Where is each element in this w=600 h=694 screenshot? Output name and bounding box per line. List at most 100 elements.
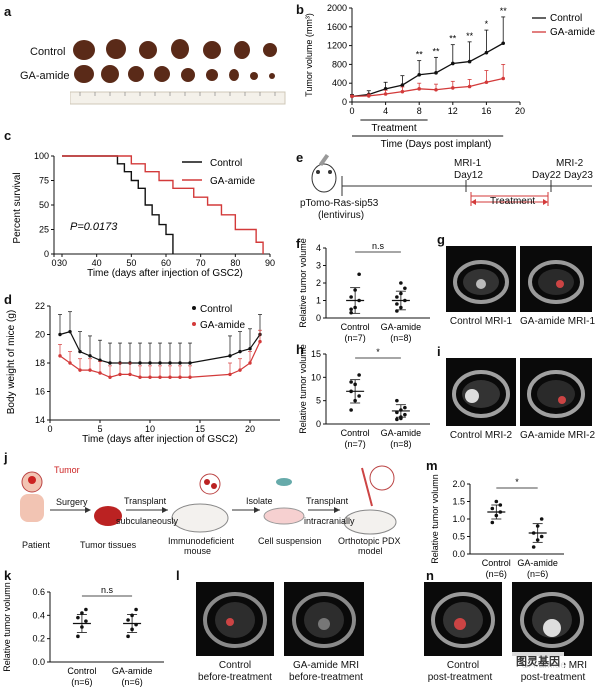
pdx-workflow-diagram — [20, 465, 397, 535]
y-axis-title: Relative tumor volumn — [2, 582, 12, 672]
caption-n-ga-2: post-treatment — [520, 672, 586, 683]
data-point — [238, 368, 242, 372]
legend-label: GA-amide — [200, 320, 245, 331]
timeline-diagram — [311, 153, 592, 206]
row-label-ga-amide: GA-amide — [20, 70, 70, 82]
panel-label-d: d — [4, 292, 12, 307]
data-point — [467, 84, 472, 89]
virus-label-2: (lentivirus) — [318, 210, 365, 221]
patient-icon — [20, 471, 44, 522]
data-point — [258, 339, 262, 344]
data-point — [531, 545, 536, 549]
data-point — [188, 361, 192, 365]
data-point — [80, 611, 84, 615]
data-point — [417, 87, 421, 91]
mri-image-control-1 — [446, 246, 516, 312]
y-tick-label: 0 — [316, 313, 321, 323]
y-tick-label: 1200 — [327, 41, 347, 51]
category-n: (n=8) — [390, 439, 411, 449]
y-axis-title: Percent survival — [12, 172, 23, 243]
panel-label-m: m — [426, 458, 438, 473]
survival-curve-control — [62, 155, 174, 254]
y-tick-label: 2.0 — [452, 479, 465, 489]
y-tick-label: 3 — [316, 261, 321, 271]
caption-l-control-2: before-treatment — [198, 672, 272, 683]
legend-marker — [192, 322, 196, 326]
transplant-label-2: Transplant — [306, 496, 349, 506]
data-point — [349, 380, 353, 384]
data-point — [395, 417, 399, 422]
data-point — [400, 83, 405, 87]
data-point — [490, 506, 495, 511]
data-point — [68, 361, 72, 365]
surgery-label: Surgery — [56, 497, 88, 507]
category-n: (n=7) — [344, 333, 365, 343]
category-label: Control — [341, 428, 370, 438]
data-point — [434, 71, 438, 75]
caption-n-control-1: Control — [446, 660, 480, 671]
patient-label: Patient — [22, 540, 51, 550]
data-point — [158, 361, 162, 365]
x-tick-label: 80 — [230, 258, 240, 268]
data-point — [138, 375, 142, 379]
data-point — [248, 347, 252, 351]
row-label-control: Control — [30, 46, 66, 58]
x-tick-label: 20 — [245, 424, 255, 434]
series-line-control — [351, 42, 504, 98]
y-tick-label: 10 — [311, 372, 321, 382]
y-axis-title: Relative tumor volume — [298, 238, 308, 328]
x-tick-label: 20 — [515, 106, 525, 116]
x-tick-label: 0 — [51, 258, 56, 268]
data-point — [539, 534, 544, 539]
y-tick-label: 50 — [39, 200, 49, 210]
y-axis-title: Relative tumor volumn — [430, 474, 440, 564]
mri2-label: MRI-2 — [556, 158, 584, 169]
significance-label: n.s — [372, 241, 385, 251]
significance-label: * — [515, 477, 519, 487]
data-point — [76, 634, 80, 639]
tumor-tissue-icon — [94, 506, 122, 526]
data-point — [98, 358, 102, 362]
scatter-m: 0.00.51.01.52.0 *Control(n=6)GA-amide(n=6… — [430, 474, 564, 579]
y-tick-label: 22 — [35, 301, 45, 311]
data-point — [400, 89, 405, 94]
significance-mark: * — [485, 19, 489, 29]
significance-mark: ** — [500, 6, 508, 16]
treatment-label: Treatment — [371, 123, 416, 134]
data-point — [88, 354, 92, 358]
y-tick-label: 75 — [39, 176, 49, 186]
category-label: GA-amide — [381, 322, 422, 332]
y-tick-label: 0.0 — [32, 657, 45, 667]
significance-mark: ** — [432, 46, 440, 56]
data-point — [238, 349, 242, 354]
category-label: Control — [341, 322, 370, 332]
data-point — [467, 59, 472, 64]
y-tick-label: 4 — [316, 243, 321, 253]
y-tick-label: 400 — [332, 78, 347, 88]
data-point — [490, 520, 495, 525]
p-value: P=0.0173 — [70, 221, 118, 233]
category-label: GA-amide — [112, 666, 153, 676]
transplant-label-1: Transplant — [124, 496, 167, 506]
caption-l-control-1: Control — [218, 660, 252, 671]
y-tick-label: 18 — [35, 358, 45, 368]
panel-label-j: j — [4, 450, 8, 465]
data-point — [168, 375, 172, 379]
day23-label: Day23 — [564, 170, 593, 181]
x-axis-title: Time (days after injection of GSC2) — [82, 434, 238, 445]
y-tick-label: 14 — [35, 415, 45, 425]
mri-image-n-ga — [512, 582, 592, 656]
day12-label: Day12 — [454, 170, 483, 181]
legend-marker — [192, 306, 196, 310]
caption-ga-mri2: GA-amide MRI-2 — [520, 430, 596, 441]
y-axis-title: Relative tumor volume — [298, 344, 308, 434]
category-n: (n=8) — [390, 333, 411, 343]
mri-image-ga-2 — [520, 358, 592, 426]
x-tick-label: 5 — [97, 424, 102, 434]
data-point — [484, 50, 489, 55]
data-point — [395, 398, 399, 403]
mri-image-l-ga — [284, 582, 364, 656]
y-tick-label: 0.0 — [452, 549, 465, 559]
data-point — [128, 372, 132, 377]
y-tick-label: 16 — [35, 387, 45, 397]
